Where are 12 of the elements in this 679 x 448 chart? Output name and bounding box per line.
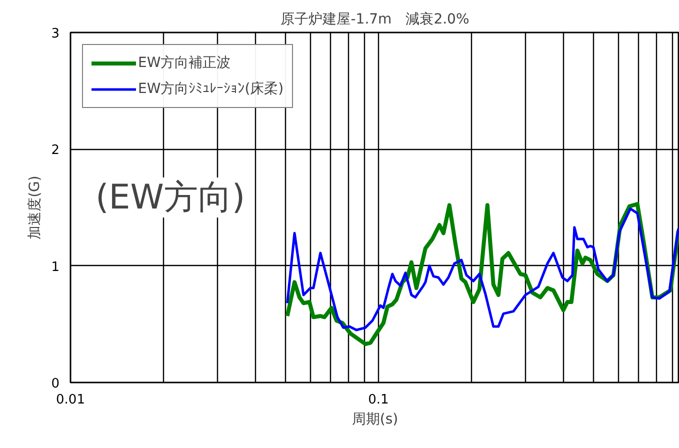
chart-title: 原子炉建屋-1.7m 減衰2.0%	[280, 12, 470, 28]
legend-label: EW方向ｼﾐｭﾚｰｼｮﾝ(床柔)	[138, 80, 284, 98]
x-axis-title: 周期(s)	[352, 412, 398, 428]
legend-label: EW方向補正波	[138, 54, 231, 72]
y-tick-label: 0	[51, 376, 60, 392]
x-tick-label: 0.1	[368, 392, 389, 408]
y-tick-label: 3	[51, 26, 60, 42]
y-axis-title: 加速度(G)	[27, 176, 44, 240]
y-tick-label: 2	[51, 143, 60, 158]
x-tick-label: 0.01	[56, 392, 85, 408]
annotation: (EW方向)	[96, 178, 246, 218]
y-tick-label: 1	[51, 260, 60, 275]
